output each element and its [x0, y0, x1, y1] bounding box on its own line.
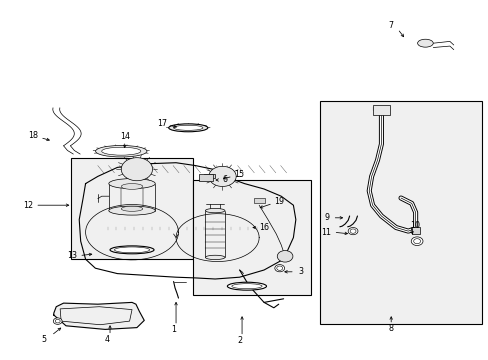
Text: 4: 4 — [105, 335, 110, 343]
Circle shape — [55, 319, 60, 323]
Text: 3: 3 — [298, 267, 303, 276]
Circle shape — [53, 318, 62, 324]
Text: 7: 7 — [388, 21, 393, 30]
Bar — [71, 158, 193, 259]
Text: 19: 19 — [273, 197, 283, 206]
Ellipse shape — [96, 145, 146, 157]
Ellipse shape — [110, 246, 154, 254]
Text: 6: 6 — [222, 175, 227, 184]
Ellipse shape — [109, 179, 155, 189]
Circle shape — [274, 265, 284, 272]
Ellipse shape — [109, 206, 155, 215]
Circle shape — [349, 229, 355, 233]
Ellipse shape — [173, 125, 203, 130]
Circle shape — [208, 166, 236, 186]
Ellipse shape — [121, 206, 142, 211]
Circle shape — [413, 239, 420, 244]
Text: 8: 8 — [388, 324, 393, 333]
Text: 10: 10 — [410, 220, 420, 230]
Ellipse shape — [417, 39, 432, 47]
Bar — [372, 105, 389, 115]
Bar — [411, 227, 419, 234]
Circle shape — [121, 158, 152, 181]
Bar — [204, 174, 215, 178]
Bar — [320, 101, 481, 324]
Text: 5: 5 — [41, 335, 46, 343]
Circle shape — [276, 266, 282, 270]
Ellipse shape — [102, 147, 141, 155]
Text: 13: 13 — [67, 251, 77, 260]
Ellipse shape — [205, 255, 224, 260]
Ellipse shape — [114, 247, 149, 253]
Text: 11: 11 — [321, 228, 331, 237]
Circle shape — [347, 228, 357, 235]
Text: 2: 2 — [237, 336, 242, 345]
Text: 18: 18 — [28, 130, 38, 139]
Circle shape — [277, 251, 292, 262]
Circle shape — [410, 237, 422, 246]
Text: 12: 12 — [23, 201, 33, 210]
Ellipse shape — [205, 208, 224, 213]
Text: 16: 16 — [259, 223, 268, 232]
Text: 9: 9 — [324, 213, 328, 222]
Bar — [198, 174, 213, 181]
Ellipse shape — [227, 282, 266, 290]
Bar — [254, 198, 264, 203]
Polygon shape — [54, 302, 144, 329]
Ellipse shape — [168, 124, 207, 132]
Text: 14: 14 — [120, 132, 129, 141]
Text: 15: 15 — [234, 170, 244, 179]
Text: 17: 17 — [157, 118, 167, 127]
Text: 1: 1 — [171, 325, 176, 334]
Ellipse shape — [121, 184, 142, 189]
Ellipse shape — [231, 284, 262, 289]
Bar — [193, 180, 310, 295]
